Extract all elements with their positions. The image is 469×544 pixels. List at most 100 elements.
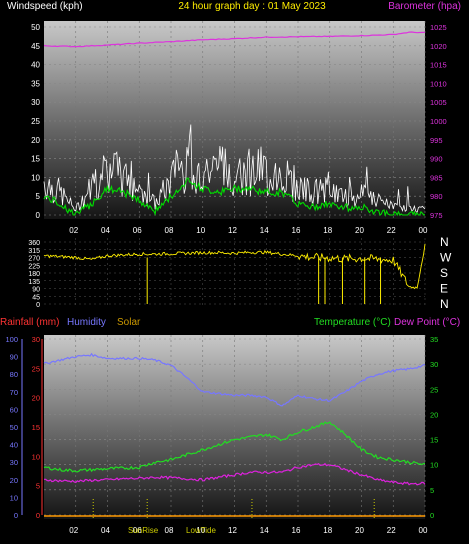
wind-series — [43, 31, 426, 217]
temp-x-tick-label: 20 — [355, 526, 364, 535]
barometer-tick-label: 990 — [430, 155, 443, 164]
temp-tick-label: 30 — [430, 360, 438, 369]
temp-x-tick-label: 22 — [387, 526, 396, 535]
rainfall-tick-label: 15 — [32, 423, 40, 432]
wind-tick-label: 10 — [31, 173, 40, 182]
dewpoint-line — [44, 462, 426, 486]
temp-x-tick-label: 00 — [419, 526, 428, 535]
barometer-line — [43, 31, 426, 48]
wind-x-tick-label: 00 — [419, 226, 428, 235]
wind-x-tick-label: 14 — [260, 226, 269, 235]
temp-x-tick-label: 12 — [228, 526, 237, 535]
humidity-tick-label: 30 — [10, 458, 18, 467]
temp-x-tick-label: 14 — [260, 526, 269, 535]
barometer-tick-label: 1010 — [430, 79, 447, 88]
direction-tick-label: 360 — [28, 240, 40, 247]
barometer-tick-label: 980 — [430, 192, 443, 201]
rainfall-tick-label: 0 — [36, 511, 40, 520]
wind-tick-label: 5 — [36, 192, 41, 201]
humidity-tick-label: 50 — [10, 423, 18, 432]
wind-tick-label: 15 — [31, 155, 40, 164]
solar-label: Solar — [117, 317, 141, 328]
humidity-tick-label: 40 — [10, 441, 18, 450]
rainfall-tick-label: 30 — [32, 335, 40, 344]
humidity-tick-label: 80 — [10, 370, 18, 379]
humidity-line — [43, 352, 425, 407]
temp-x-tick-label: 06 — [133, 526, 142, 535]
wind-x-tick-label: 10 — [196, 226, 205, 235]
compass-label: S — [440, 266, 448, 280]
wind-tick-label: 0 — [36, 211, 41, 220]
direction-tick-label: 270 — [28, 256, 40, 263]
barometer-tick-label: 1015 — [430, 61, 447, 70]
wind-x-tick-label: 12 — [228, 226, 237, 235]
wind-tick-label: 20 — [31, 136, 40, 145]
chart-title: 24 hour graph day : 01 May 2023 — [178, 1, 326, 12]
wind-avg-line — [43, 177, 426, 217]
wind-x-tick-label: 02 — [69, 226, 78, 235]
temp-tick-label: 15 — [430, 436, 438, 445]
temp-tick-label: 35 — [430, 335, 438, 344]
barometer-tick-label: 995 — [430, 136, 443, 145]
barometer-tick-label: 1005 — [430, 98, 447, 107]
compass-label: E — [440, 282, 448, 296]
barometer-tick-label: 975 — [430, 211, 443, 220]
temp-tick-label: 20 — [430, 410, 438, 419]
temperature-line — [43, 421, 426, 473]
direction-tick-label: 0 — [36, 302, 40, 309]
wind-tick-label: 35 — [31, 79, 40, 88]
temp-tick-label: 0 — [430, 511, 434, 520]
rainfall-tick-label: 10 — [32, 452, 40, 461]
humidity-tick-label: 10 — [10, 493, 18, 502]
temp-tick-label: 25 — [430, 385, 438, 394]
compass-label: N — [440, 235, 449, 249]
temp-x-tick-label: 02 — [69, 526, 78, 535]
humidity-tick-label: 100 — [5, 335, 18, 344]
dewpoint-label: Dew Point (°C) — [394, 317, 460, 328]
wind-x-tick-label: 20 — [355, 226, 364, 235]
direction-series — [43, 244, 426, 304]
rainfall-tick-label: 5 — [36, 482, 40, 491]
wind-x-tick-label: 04 — [101, 226, 110, 235]
compass-label: W — [440, 251, 452, 265]
axis-tick-labels: 0510152025303540455097598098599099510001… — [5, 23, 452, 535]
humidity-tick-label: 70 — [10, 388, 18, 397]
direction-tick-label: 225 — [28, 263, 40, 270]
wind-tick-label: 50 — [31, 23, 40, 32]
temp-x-tick-label: 18 — [323, 526, 332, 535]
rainfall-tick-label: 25 — [32, 364, 40, 373]
rainfall-label: Rainfall (mm) — [0, 317, 59, 328]
temp-series — [43, 352, 426, 519]
temp-x-tick-label: 04 — [101, 526, 110, 535]
humidity-tick-label: 90 — [10, 353, 18, 362]
temp-x-tick-label: 16 — [292, 526, 301, 535]
direction-tick-label: 315 — [28, 248, 40, 255]
wind-tick-label: 25 — [31, 117, 40, 126]
direction-tick-label: 45 — [32, 294, 40, 301]
humidity-tick-label: 0 — [14, 511, 18, 520]
barometer-tick-label: 1025 — [430, 23, 447, 32]
windspeed-label: Windspeed (kph) — [7, 1, 83, 12]
direction-tick-label: 180 — [28, 271, 40, 278]
temp-tick-label: 5 — [430, 486, 434, 495]
wind-x-tick-label: 16 — [292, 226, 301, 235]
barometer-label: Barometer (hpa) — [388, 1, 461, 12]
direction-grid — [44, 238, 426, 308]
humidity-tick-label: 20 — [10, 476, 18, 485]
barometer-tick-label: 985 — [430, 173, 443, 182]
temp-tick-label: 10 — [430, 461, 438, 470]
wind-x-tick-label: 08 — [165, 226, 174, 235]
wind-tick-label: 45 — [31, 42, 40, 51]
temperature-label: Temperature (°C) — [314, 317, 391, 328]
direction-tick-label: 135 — [28, 279, 40, 286]
wind-tick-label: 30 — [31, 98, 40, 107]
gust-line — [43, 124, 426, 214]
lowtide-marker: LowTide — [186, 526, 216, 535]
direction-line — [43, 244, 426, 290]
wind-x-tick-label: 22 — [387, 226, 396, 235]
humidity-label: Humidity — [67, 317, 106, 328]
temp-x-tick-label: 10 — [196, 526, 205, 535]
compass-label: N — [440, 297, 449, 311]
